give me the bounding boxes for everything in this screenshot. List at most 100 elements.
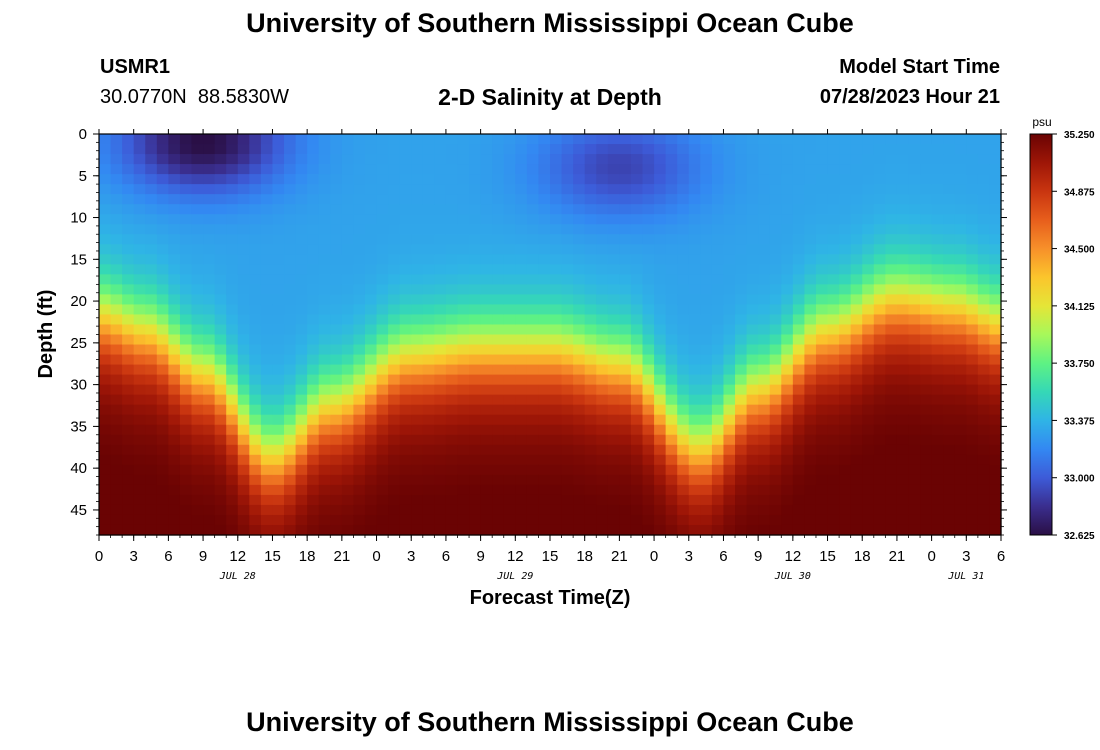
heat-cell: [839, 334, 852, 346]
heat-cell: [688, 174, 701, 185]
heat-cell: [295, 434, 308, 446]
heat-cell: [272, 144, 285, 155]
heat-cell: [538, 204, 551, 215]
heat-cell: [307, 474, 320, 486]
heat-cell: [503, 354, 516, 366]
heat-cell: [885, 254, 898, 265]
heat-cell: [642, 434, 655, 446]
heat-cell: [249, 304, 262, 316]
heat-cell: [943, 504, 956, 516]
heat-cell: [920, 464, 933, 476]
heat-cell: [896, 524, 910, 536]
heat-cell: [376, 314, 389, 326]
heat-cell: [908, 404, 921, 416]
heat-cell: [249, 504, 262, 516]
heat-cell: [110, 244, 123, 255]
heat-cell: [110, 444, 123, 456]
heat-cell: [480, 364, 493, 376]
heat-cell: [122, 344, 135, 356]
heat-cell: [341, 164, 355, 175]
heat-cell: [237, 144, 250, 155]
heat-cell: [908, 294, 921, 306]
heat-cell: [445, 504, 459, 516]
heat-cell: [977, 224, 991, 235]
heat-cell: [862, 414, 875, 426]
heat-cell: [364, 464, 378, 476]
heat-cell: [607, 304, 620, 316]
heat-cell: [388, 444, 401, 456]
heat-cell: [526, 184, 540, 195]
heat-cell: [769, 244, 782, 255]
heat-cell: [492, 234, 505, 245]
heat-cell: [110, 164, 123, 175]
heat-cell: [526, 154, 540, 165]
heat-cell: [827, 274, 840, 285]
heat-cell: [503, 494, 516, 506]
heat-cell: [711, 194, 725, 205]
heat-cell: [284, 444, 297, 456]
heat-cell: [226, 434, 239, 446]
heat-cell: [179, 144, 193, 155]
heat-cell: [862, 424, 875, 436]
heat-cell: [226, 244, 239, 255]
heat-cell: [584, 344, 597, 356]
x-tick-label: 15: [264, 548, 281, 565]
heat-cell: [376, 254, 389, 265]
heat-cell: [538, 254, 551, 265]
heat-cell: [179, 474, 193, 486]
x-tick-label: 6: [997, 548, 1005, 565]
heat-cell: [156, 324, 169, 336]
heat-cell: [781, 254, 794, 265]
heat-cell: [654, 304, 667, 316]
heat-cell: [307, 384, 320, 396]
heat-cell: [122, 434, 135, 446]
heat-cell: [307, 264, 320, 275]
heat-cell: [145, 194, 158, 205]
heat-cell: [214, 454, 227, 466]
heat-cell: [341, 404, 355, 416]
heat-cell: [469, 424, 482, 436]
heat-cell: [330, 264, 343, 275]
heat-cell: [457, 304, 470, 316]
heat-cell: [330, 314, 343, 326]
heat-cell: [619, 344, 632, 356]
heat-cell: [642, 204, 655, 215]
heat-cell: [422, 334, 435, 346]
heat-cell: [735, 474, 748, 486]
heat-cell: [943, 384, 956, 396]
heat-cell: [792, 454, 806, 466]
heat-cell: [492, 294, 505, 306]
heat-cell: [931, 224, 944, 235]
heat-cell: [445, 244, 459, 255]
heat-cell: [434, 244, 447, 255]
heat-cell: [642, 344, 655, 356]
heat-cell: [284, 324, 297, 336]
heat-cell: [700, 484, 713, 496]
heat-cell: [989, 444, 1002, 456]
heat-cell: [422, 134, 435, 145]
heat-cell: [145, 414, 158, 426]
heat-cell: [145, 524, 158, 536]
heat-cell: [515, 364, 528, 376]
heat-cell: [943, 354, 956, 366]
heat-cell: [920, 164, 933, 175]
heat-cell: [735, 224, 748, 235]
heat-cell: [688, 444, 701, 456]
heat-cell: [596, 414, 609, 426]
heat-cell: [284, 134, 297, 145]
heat-cell: [515, 214, 528, 225]
heat-cell: [885, 434, 898, 446]
heat-cell: [145, 474, 158, 486]
heat-cell: [434, 154, 447, 165]
heat-cell: [272, 204, 285, 215]
heat-cell: [156, 434, 169, 446]
heat-cell: [966, 374, 979, 386]
heat-cell: [295, 504, 308, 516]
heat-cell: [237, 504, 250, 516]
heat-cell: [688, 274, 701, 285]
heat-cell: [179, 204, 193, 215]
heat-cell: [353, 424, 366, 436]
heat-cell: [850, 274, 863, 285]
heat-cell: [422, 284, 435, 296]
heat-cell: [457, 314, 470, 326]
